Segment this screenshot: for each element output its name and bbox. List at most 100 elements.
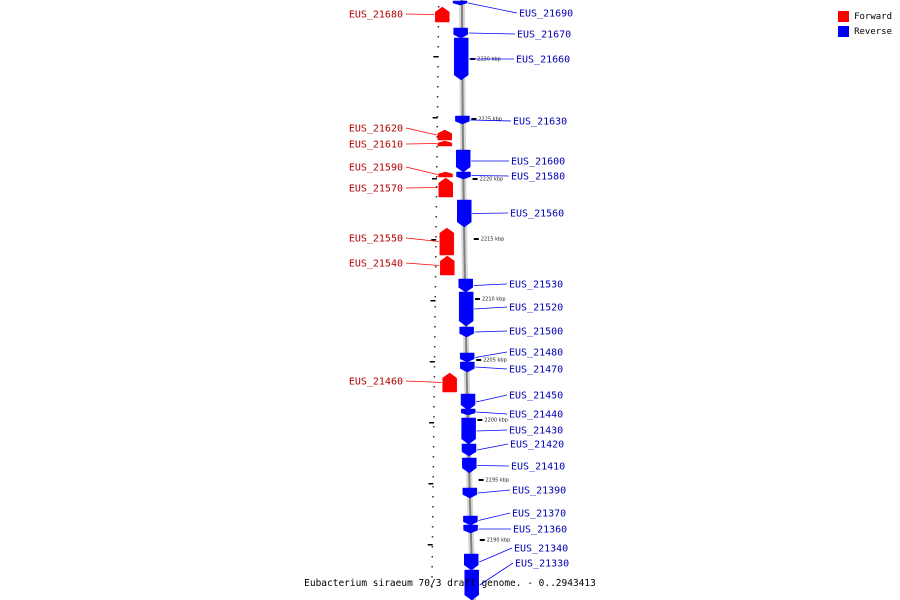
- gene-label[interactable]: EUS_21340: [514, 544, 568, 555]
- reverse-gene-arrow[interactable]: [462, 457, 477, 474]
- track-dot: [433, 346, 436, 348]
- reverse-gene-arrow[interactable]: [463, 553, 479, 571]
- gene-label[interactable]: EUS_21570: [349, 184, 403, 195]
- gene-label[interactable]: EUS_21530: [509, 280, 563, 291]
- forward-gene-arrow[interactable]: [439, 227, 455, 256]
- gene-label[interactable]: EUS_21620: [349, 124, 403, 135]
- gene-label[interactable]: EUS_21520: [509, 303, 563, 314]
- gene-label[interactable]: EUS_21450: [509, 391, 563, 402]
- reverse-gene-arrow[interactable]: [463, 515, 478, 526]
- gene-label[interactable]: EUS_21500: [509, 327, 563, 338]
- gene-label[interactable]: EUS_21590: [349, 163, 403, 174]
- gene-label[interactable]: EUS_21560: [510, 209, 564, 220]
- track-dot: [435, 246, 437, 248]
- label-leader-line: [479, 562, 514, 586]
- reverse-gene-arrow[interactable]: [460, 408, 476, 416]
- forward-gene-arrow[interactable]: [440, 255, 455, 276]
- track-dot: [435, 186, 438, 188]
- legend-item-reverse: Reverse: [838, 24, 892, 39]
- track-dot: [433, 376, 436, 378]
- reverse-gene-arrow[interactable]: [462, 487, 478, 499]
- kbp-tick-label: 2215 kbp: [481, 237, 505, 243]
- kbp-tick-label: 2210 kbp: [482, 297, 506, 303]
- reverse-gene-arrow[interactable]: [456, 171, 471, 180]
- forward-gene-arrow[interactable]: [442, 372, 457, 393]
- track-dot: [437, 66, 439, 68]
- gene-label[interactable]: EUS_21680: [349, 10, 403, 21]
- gene-label[interactable]: EUS_21370: [512, 509, 566, 520]
- track-major-dash: [432, 117, 438, 119]
- gene-label[interactable]: EUS_21420: [510, 440, 564, 451]
- track-major-dash: [430, 300, 436, 302]
- track-dot: [431, 576, 433, 578]
- gene-label[interactable]: EUS_21600: [511, 157, 565, 168]
- label-leaders: [405, 2, 518, 586]
- label-leader-line: [405, 127, 437, 136]
- reverse-gene-arrow[interactable]: [458, 291, 474, 327]
- label-leader-line: [470, 119, 512, 122]
- reverse-gene-arrow[interactable]: [464, 569, 479, 600]
- reverse-gene-arrow[interactable]: [452, 0, 468, 6]
- reverse-gene-arrow[interactable]: [453, 27, 468, 39]
- kbp-tick-label: 2205 kbp: [483, 358, 507, 364]
- gene-label[interactable]: EUS_21540: [349, 259, 403, 270]
- track-dot: [434, 336, 436, 338]
- label-leader-line: [476, 443, 509, 451]
- label-leader-line: [474, 306, 508, 310]
- gene-label[interactable]: EUS_21460: [349, 377, 403, 388]
- gene-label[interactable]: EUS_21670: [517, 30, 571, 41]
- reverse-gene-arrow[interactable]: [459, 352, 475, 363]
- forward-gene-arrow[interactable]: [438, 177, 453, 198]
- reverse-gene-arrow[interactable]: [455, 115, 470, 125]
- track-major-dash: [431, 239, 437, 241]
- gene-label[interactable]: EUS_21480: [509, 348, 563, 359]
- reverse-gene-arrow[interactable]: [459, 326, 474, 338]
- forward-gene-arrow[interactable]: [438, 171, 453, 178]
- gene-label[interactable]: EUS_21410: [511, 462, 565, 473]
- label-leader-line: [467, 2, 518, 14]
- reverse-gene-arrow[interactable]: [461, 443, 477, 457]
- gene-label[interactable]: EUS_21430: [509, 426, 563, 437]
- gene-label[interactable]: EUS_21630: [513, 117, 567, 128]
- reverse-gene-arrow[interactable]: [455, 149, 471, 173]
- label-leader-line: [473, 283, 508, 286]
- reverse-gene-arrow[interactable]: [463, 524, 478, 534]
- kbp-tick: [476, 359, 482, 361]
- forward-gene-arrow[interactable]: [435, 6, 450, 23]
- track-major-dash: [429, 422, 435, 424]
- gene-label[interactable]: EUS_21360: [513, 525, 567, 536]
- gene-label[interactable]: EUS_21550: [349, 234, 403, 245]
- label-leader-line: [468, 32, 516, 35]
- reverse-gene-arrow[interactable]: [453, 37, 469, 81]
- reverse-gene-arrow[interactable]: [460, 361, 475, 373]
- gene-label[interactable]: EUS_21690: [519, 9, 573, 20]
- label-leader-line: [405, 237, 439, 242]
- reverse-gene-arrow[interactable]: [458, 278, 473, 293]
- track-dot: [431, 516, 434, 518]
- reverse-gene-arrow[interactable]: [460, 393, 476, 411]
- label-leader-line: [405, 13, 435, 15]
- track-dot: [434, 326, 436, 328]
- label-leader-line: [476, 429, 508, 432]
- label-leader-line: [478, 512, 511, 521]
- label-leader-line: [475, 366, 508, 370]
- gene-label[interactable]: EUS_21330: [515, 559, 569, 570]
- track-dot: [432, 436, 435, 438]
- gene-label[interactable]: EUS_21610: [349, 140, 403, 151]
- gene-label[interactable]: EUS_21440: [509, 410, 563, 421]
- gene-label[interactable]: EUS_21660: [516, 55, 570, 66]
- kbp-tick-label: 2200 kbp: [484, 418, 508, 424]
- gene-label[interactable]: EUS_21470: [509, 365, 563, 376]
- reverse-gene-arrow[interactable]: [457, 199, 472, 228]
- track-dot: [434, 316, 436, 318]
- track-dot: [436, 96, 439, 98]
- legend-item-forward: Forward: [838, 9, 892, 24]
- forward-gene-arrow[interactable]: [437, 129, 452, 141]
- track-dot: [435, 176, 438, 178]
- gene-label[interactable]: EUS_21390: [512, 486, 566, 497]
- forward-gene-arrow[interactable]: [437, 140, 453, 147]
- label-leader-line: [405, 187, 438, 189]
- reverse-gene-arrow[interactable]: [461, 417, 476, 445]
- gene-label[interactable]: EUS_21580: [511, 172, 565, 183]
